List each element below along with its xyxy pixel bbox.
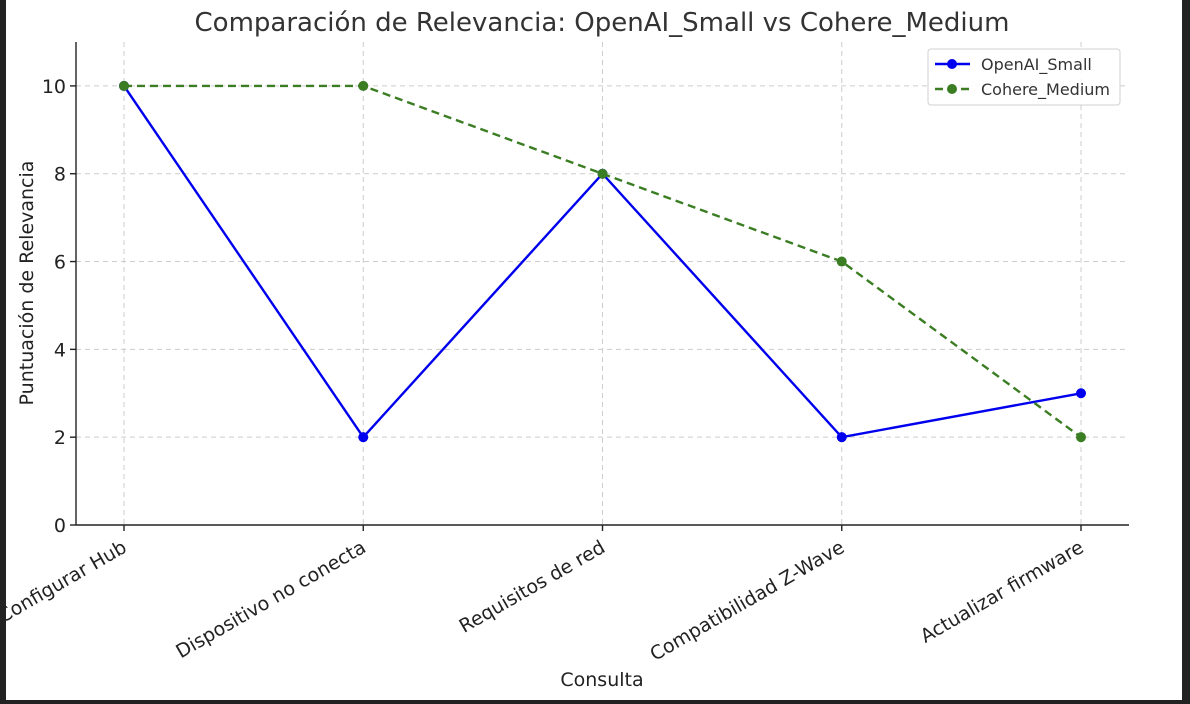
legend-box: [927, 48, 1121, 106]
y-axis-title: Puntuación de Relevancia: [16, 161, 38, 406]
legend-marker: [947, 84, 957, 94]
y-tick-label: 2: [54, 427, 66, 449]
y-tick-label: 10: [42, 76, 66, 98]
legend-label: OpenAI_Small: [981, 55, 1092, 75]
data-point: [119, 80, 129, 91]
chart-frame: [6, 0, 1182, 700]
y-tick-label: 8: [54, 164, 66, 186]
legend-label: Cohere_Medium: [981, 80, 1110, 100]
y-tick-label: 0: [54, 515, 66, 537]
series-Cohere_Medium: [119, 80, 1086, 443]
legend: OpenAI_Small Cohere_Medium: [927, 48, 1121, 106]
x-tick-label: Actualizar firmware: [917, 536, 1088, 647]
data-point: [836, 256, 847, 267]
chart-title: Comparación de Relevancia: OpenAI_Small …: [195, 8, 1010, 38]
data-point: [836, 432, 847, 443]
x-tick-label: Requisitos de red: [455, 536, 609, 637]
data-point: [1076, 432, 1086, 443]
y-axis-ticks: 0 2 4 6 8 10: [42, 76, 76, 537]
x-tick-label: Dispositivo no conecta: [172, 536, 370, 663]
x-tick-label: Compatibilidad Z-Wave: [646, 536, 848, 665]
legend-marker: [947, 59, 957, 69]
series-layer: [119, 80, 1086, 443]
data-point: [1076, 388, 1086, 399]
x-axis-title: Consulta: [560, 669, 643, 691]
data-point: [358, 432, 369, 443]
grid: [76, 42, 1129, 525]
y-tick-label: 4: [54, 339, 66, 361]
data-point: [358, 80, 369, 91]
data-point: [597, 168, 608, 179]
x-tick-label: Configurar Hub: [0, 536, 131, 627]
y-tick-label: 6: [54, 252, 66, 274]
x-axis-ticks: Configurar Hub Dispositivo no conecta Requ…: [0, 525, 1088, 666]
